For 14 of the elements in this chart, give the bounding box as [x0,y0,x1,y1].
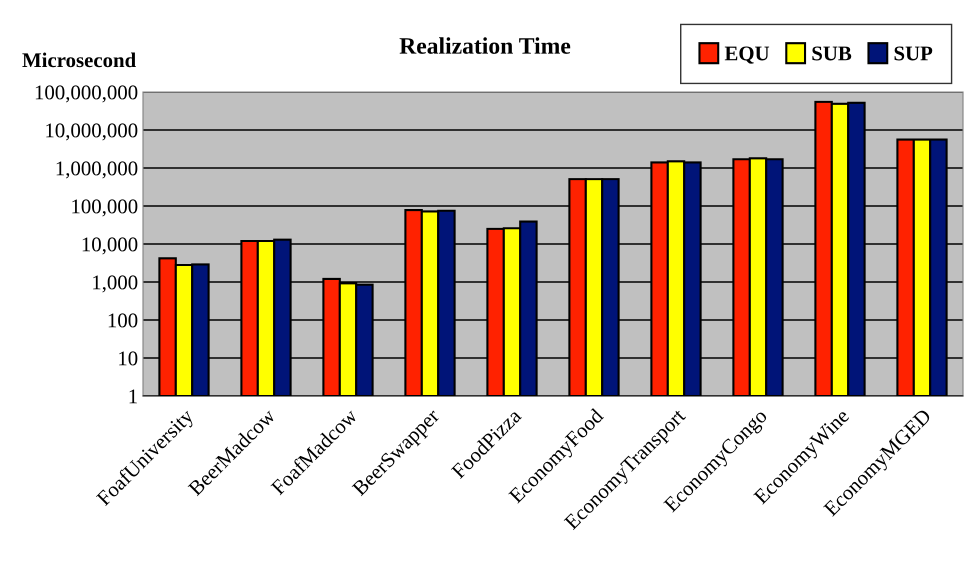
y-tick-label: 1 [130,389,137,404]
chart-title: Realization Time [400,37,570,54]
y-tick-label: 100,000,000 [36,85,138,102]
legend-label: SUP [894,46,932,60]
y-tick-label: 1,000,000 [56,161,138,178]
legend-label: SUB [812,46,852,60]
y-tick-label: 1,000 [93,275,138,292]
y-tick-label: 10 [119,351,138,366]
legend-label: EQU [724,46,770,64]
y-tick-label: 100,000 [72,199,138,216]
y-tick-label: 10,000 [82,237,138,254]
y-axis-title: Microsecond [22,52,136,68]
y-tick-label: 100 [108,313,138,328]
y-tick-label: 10,000,000 [46,123,138,140]
